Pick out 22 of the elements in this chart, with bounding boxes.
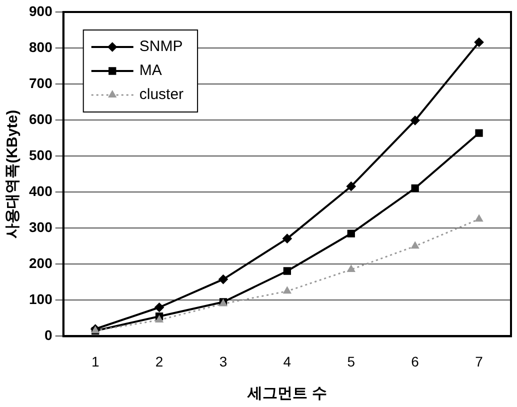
- x-tick-label: 2: [155, 353, 164, 370]
- legend-label: cluster: [139, 86, 184, 104]
- x-tick-label: 7: [475, 353, 484, 370]
- y-tick-label: 300: [29, 218, 53, 235]
- legend-label: MA: [139, 62, 162, 80]
- y-tick-label: 800: [29, 38, 53, 55]
- x-tick-label: 5: [347, 353, 356, 370]
- legend-label: SNMP: [139, 38, 183, 56]
- y-axis-title: 사용대역폭(KByte): [4, 110, 22, 238]
- x-tick-label: 4: [283, 353, 292, 370]
- y-tick-label: 0: [44, 327, 53, 344]
- x-tick-label: 3: [219, 353, 228, 370]
- y-tick-label: 200: [29, 255, 53, 272]
- y-tick-label: 900: [29, 2, 53, 19]
- x-tick-label: 6: [411, 353, 420, 370]
- y-tick-label: 600: [29, 110, 53, 127]
- y-tick-label: 500: [29, 146, 53, 163]
- y-tick-label: 400: [29, 182, 53, 199]
- y-tick-label: 700: [29, 74, 53, 91]
- x-axis-title: 세그먼트 수: [246, 385, 327, 402]
- y-tick-label: 100: [29, 291, 53, 308]
- x-tick-label: 1: [91, 353, 100, 370]
